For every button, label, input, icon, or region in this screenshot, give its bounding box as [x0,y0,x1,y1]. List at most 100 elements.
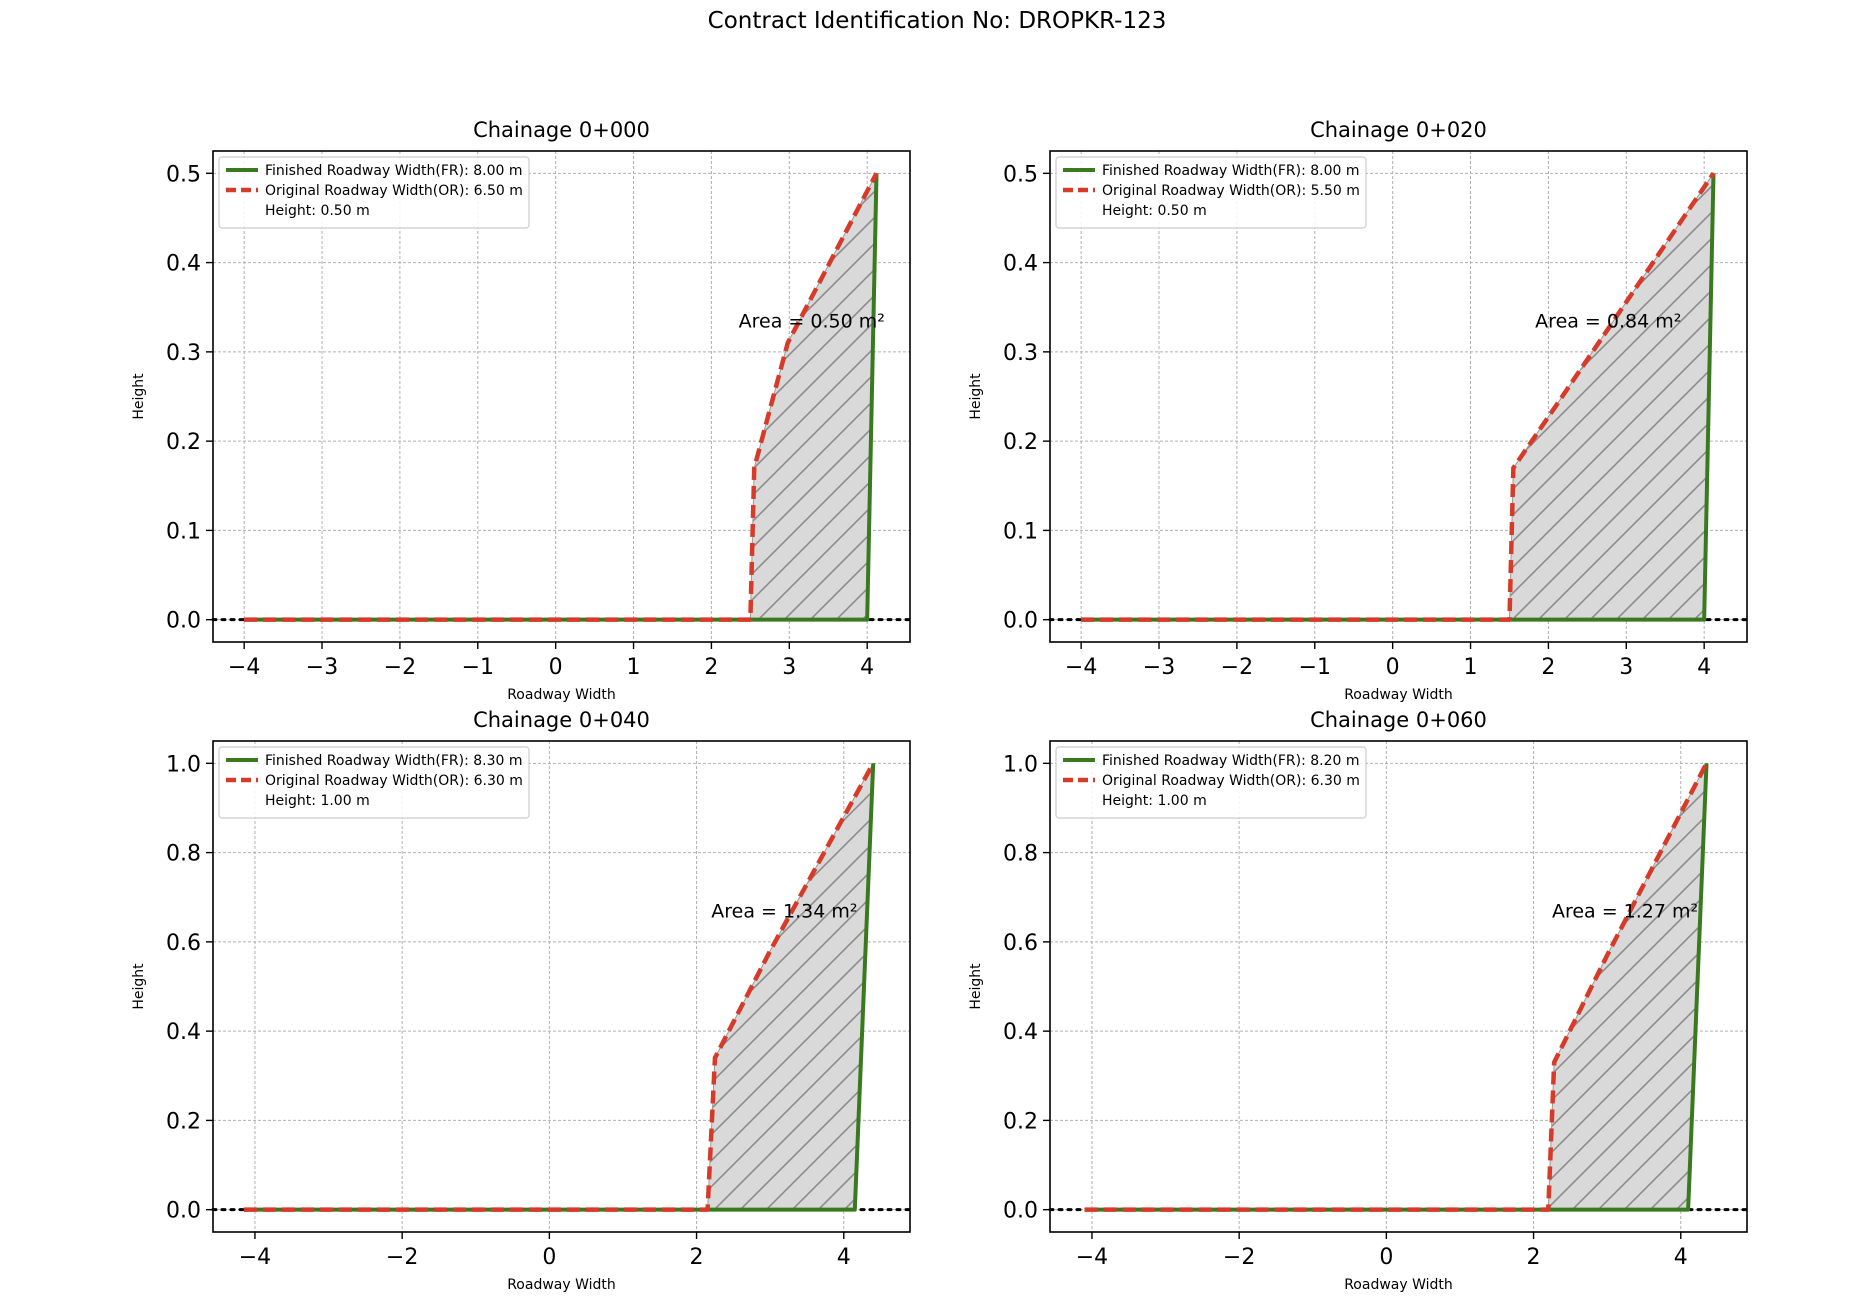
chart-panel-4: −4 −2 0 2 4 0.0 0.2 0.4 0.6 0.8 1.0 Chainage 0+060 R… [968,708,1749,1293]
y-tick-label: 0.2 [1003,1109,1038,1134]
x-tick-label: 4 [1697,655,1711,680]
finished-roadway-line [244,173,879,622]
y-tick-label: 0.2 [166,1109,201,1134]
legend-frame [1055,156,1367,229]
x-tick-label: 3 [1619,655,1633,680]
y-tick-label: 0.3 [166,341,201,366]
x-tick-label: 0 [1386,655,1400,680]
x-axis-label: Roadway Width [507,687,616,703]
finished-roadway-line [243,763,876,1212]
x-tick-label: −2 [1221,655,1253,680]
x-tick-label: 4 [860,655,874,680]
legend-entry: Finished Roadway Width(FR): 8.20 m [1102,753,1360,769]
legend: Finished Roadway Width(FR): 8.00 m Origin… [1055,156,1367,229]
chart-title: Chainage 0+000 [473,118,650,142]
legend: Finished Roadway Width(FR): 8.00 m Origin… [218,156,530,229]
area-annotation: Area = 0.84 m² [1535,311,1681,333]
x-axis-label: Roadway Width [507,1277,616,1293]
y-tick-label: 0.8 [1003,842,1038,867]
legend-entry: Original Roadway Width(OR): 6.30 m [1102,773,1360,789]
x-tick-label: 1 [1464,655,1478,680]
axes-frame [1049,150,1748,643]
finished-roadway-line [1081,173,1716,622]
y-tick-label: 1.0 [1003,752,1038,777]
y-tick-label: 0.1 [1003,519,1038,544]
x-tick-label: −4 [228,655,260,680]
y-tick-label: 0.0 [1003,609,1038,634]
x-tick-label: 3 [782,655,796,680]
y-axis-label: Height [131,373,147,420]
x-tick-label: −2 [384,655,416,680]
original-roadway-line [1084,762,1709,1212]
x-tick-label: 0 [542,1245,556,1270]
y-tick-label: 0.3 [1003,341,1038,366]
x-tick-label: 2 [1541,655,1555,680]
y-tick-label: 0.6 [1003,931,1038,956]
shaded-area [1508,171,1715,621]
y-tick-label: 0.4 [166,1020,201,1045]
x-axis-label: Roadway Width [1344,687,1453,703]
shaded-area [707,763,874,1211]
figure-title: Contract Identification No: DROPKR-123 [708,8,1167,34]
x-tick-label: −4 [1065,655,1097,680]
area-annotation: Area = 0.50 m² [739,311,885,333]
y-tick-label: 0.6 [166,931,201,956]
y-tick-label: 0.0 [1003,1199,1038,1224]
axes-frame [1049,740,1748,1233]
y-tick-label: 0.1 [166,519,201,544]
original-roadway-line [243,762,876,1212]
x-tick-label: −2 [1223,1245,1255,1270]
legend: Finished Roadway Width(FR): 8.20 m Origin… [1055,746,1367,819]
y-tick-label: 0.4 [166,252,201,277]
legend-entry: Height: 1.00 m [1102,793,1207,809]
legend-entry: Finished Roadway Width(FR): 8.00 m [265,163,523,179]
legend: Finished Roadway Width(FR): 8.30 m Origin… [218,746,530,819]
y-axis-label: Height [968,963,984,1010]
chart-panel-1: −4 −3 −2 −1 0 1 2 3 4 0.0 0.1 0.2 0.3 0.4 0.5 Chainage … [131,118,912,703]
y-tick-label: 0.5 [1003,162,1038,187]
axes-frame [212,150,911,643]
x-axis-label: Roadway Width [1344,1277,1453,1293]
legend-entry: Finished Roadway Width(FR): 8.30 m [265,753,523,769]
x-tick-label: 2 [704,655,718,680]
shaded-area [749,173,878,621]
chart-panel-2: −4 −3 −2 −1 0 1 2 3 4 0.0 0.1 0.2 0.3 0.4 0.5 Chainage … [968,118,1749,703]
shaded-area [1547,763,1708,1211]
x-tick-label: −1 [1299,655,1331,680]
chart-title: Chainage 0+060 [1310,708,1487,732]
x-tick-label: −3 [1143,655,1175,680]
area-annotation: Area = 1.27 m² [1552,901,1698,923]
x-tick-label: 2 [1527,1245,1541,1270]
y-tick-label: 0.4 [1003,252,1038,277]
x-tick-label: −4 [1076,1245,1108,1270]
y-tick-label: 0.8 [166,842,201,867]
x-tick-label: −1 [462,655,494,680]
y-tick-label: 0.0 [166,609,201,634]
x-tick-label: 4 [837,1245,851,1270]
y-axis-label: Height [968,373,984,420]
legend-entry: Original Roadway Width(OR): 5.50 m [1102,183,1360,199]
legend-frame [1055,746,1367,819]
legend-frame [218,156,530,229]
y-tick-label: 0.5 [166,162,201,187]
original-roadway-line [244,172,879,622]
y-tick-label: 0.0 [166,1199,201,1224]
y-tick-label: 0.2 [1003,430,1038,455]
y-tick-label: 0.4 [1003,1020,1038,1045]
legend-entry: Original Roadway Width(OR): 6.30 m [265,773,523,789]
y-tick-label: 0.2 [166,430,201,455]
chart-title: Chainage 0+020 [1310,118,1487,142]
y-axis-label: Height [131,963,147,1010]
legend-entry: Height: 1.00 m [265,793,370,809]
x-tick-label: −3 [306,655,338,680]
legend-entry: Original Roadway Width(OR): 6.50 m [265,183,523,199]
legend-entry: Finished Roadway Width(FR): 8.00 m [1102,163,1360,179]
area-annotation: Area = 1.34 m² [711,901,857,923]
original-roadway-line [1081,172,1716,622]
legend-frame [218,746,530,819]
legend-entry: Height: 0.50 m [1102,203,1207,219]
axes-frame [212,740,911,1233]
x-tick-label: 1 [627,655,641,680]
y-tick-label: 1.0 [166,752,201,777]
